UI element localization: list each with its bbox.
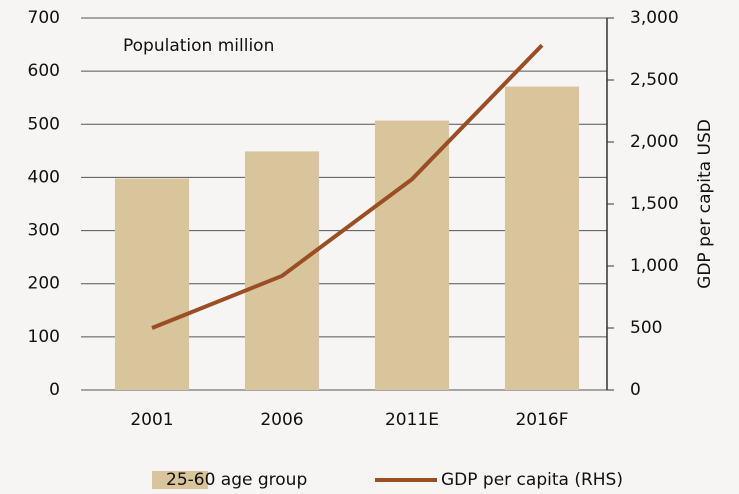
x-tick-label: 2006 [260,410,303,430]
legend-label: 25-60 age group [166,470,307,490]
y2-tick-label: 2,000 [630,132,679,152]
x-tick-label: 2011E [385,410,439,430]
legend-swatch [152,471,208,489]
y-tick-label: 300 [28,221,60,241]
y-tick-label: 200 [28,274,60,294]
x-tick-label: 2016F [515,410,568,430]
y-tick-label: 0 [49,380,60,400]
y2-tick-label: 500 [630,318,662,338]
y2-tick-label: 3,000 [630,8,679,28]
annotation: Population million [123,36,274,56]
bar [244,151,320,390]
line [151,43,544,330]
y-tick-label: 400 [28,167,60,187]
y-tick-label: 500 [28,114,60,134]
bar [374,120,450,391]
y2-tick-label: 1,500 [630,194,679,214]
y-tick-label: 600 [28,61,60,81]
y2-tick-label: 1,000 [630,256,679,276]
y-tick-label: 100 [28,327,60,347]
y-tick-label: 700 [28,8,60,28]
bar [504,86,580,390]
y2-tick-label: 2,500 [630,70,679,90]
bar [114,178,190,390]
x-tick-label: 2001 [130,410,173,430]
y2-tick-label: 0 [630,380,641,400]
y2-axis-label: GDP per capita USD [695,119,715,289]
legend-label: GDP per capita (RHS) [441,470,623,490]
